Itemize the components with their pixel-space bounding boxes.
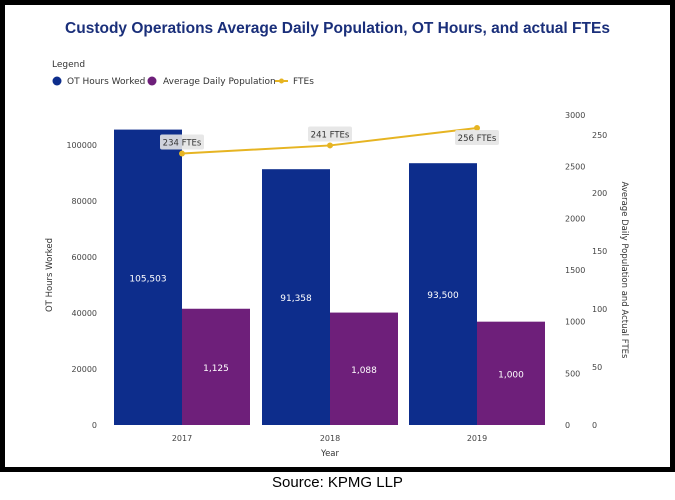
bar-label-ot: 105,503 (129, 274, 166, 284)
y-axis-label-left: OT Hours Worked (45, 238, 55, 312)
bar-adp (182, 308, 250, 425)
y-tick-left: 20000 (72, 365, 97, 374)
fte-label-bg (160, 134, 204, 150)
chart-svg: Legend OT Hours Worked Average Daily Popul… (45, 60, 629, 459)
legend-adp-label: Average Daily Population (163, 77, 276, 87)
chart-title: Custody Operations Average Daily Populat… (65, 20, 610, 37)
fte-label-bg (455, 130, 499, 146)
y-tick-right-fte: 250 (592, 131, 607, 140)
bar-adp (477, 321, 545, 425)
y-axis-label-right: Average Daily Population and Actual FTEs (619, 182, 629, 360)
x-axis-label: Year (320, 449, 340, 459)
y-tick-right-fte: 150 (592, 247, 607, 256)
legend-ot-marker (52, 76, 62, 86)
bar-label-ot: 91,358 (280, 294, 312, 304)
y-tick-right-fte: 200 (592, 189, 607, 198)
bar-label-ot: 93,500 (427, 291, 459, 301)
y-tick-left: 0 (92, 421, 97, 430)
y-tick-left: 60000 (72, 253, 97, 262)
bar-ot-hours (114, 129, 182, 425)
y-tick-right-adp: 2500 (565, 163, 585, 172)
legend-fte-label: FTEs (293, 77, 314, 87)
fte-data-label: 234 FTEs (163, 139, 202, 149)
y-tick-left: 100000 (66, 141, 97, 150)
x-tick-label: 2019 (467, 434, 487, 443)
y-tick-left: 80000 (72, 197, 97, 206)
y-tick-right-adp: 3000 (565, 111, 585, 120)
bar-label-adp: 1,125 (203, 364, 229, 374)
bar-ot-hours (262, 169, 330, 425)
bar-label-adp: 1,088 (351, 366, 377, 376)
y-tick-right-adp: 1500 (565, 266, 585, 275)
legend-adp-marker (147, 76, 157, 86)
y-tick-left: 40000 (72, 309, 97, 318)
y-tick-right-adp: 500 (565, 369, 580, 378)
legend-title: Legend (52, 60, 85, 70)
fte-data-label: 256 FTEs (458, 134, 497, 144)
legend-ot-label: OT Hours Worked (67, 77, 145, 87)
x-tick-label: 2018 (320, 434, 340, 443)
bar-label-adp: 1,000 (498, 370, 524, 380)
fte-label-bg (308, 126, 352, 142)
fte-point (327, 142, 333, 149)
source-caption: Source: KPMG LLP (272, 474, 403, 491)
y-tick-right-fte: 0 (592, 421, 597, 430)
y-tick-right-adp: 1000 (565, 318, 585, 327)
y-tick-right-fte: 50 (592, 363, 602, 372)
legend-fte-marker (279, 78, 284, 84)
y-tick-right-adp: 2000 (565, 214, 585, 223)
y-tick-right-adp: 0 (565, 421, 570, 430)
x-tick-label: 2017 (172, 434, 192, 443)
fte-point (179, 150, 185, 157)
bar-ot-hours (409, 163, 477, 425)
fte-data-label: 241 FTEs (311, 130, 350, 140)
bar-adp (330, 312, 398, 425)
y-tick-right-fte: 100 (592, 305, 607, 314)
fte-point (474, 125, 480, 132)
